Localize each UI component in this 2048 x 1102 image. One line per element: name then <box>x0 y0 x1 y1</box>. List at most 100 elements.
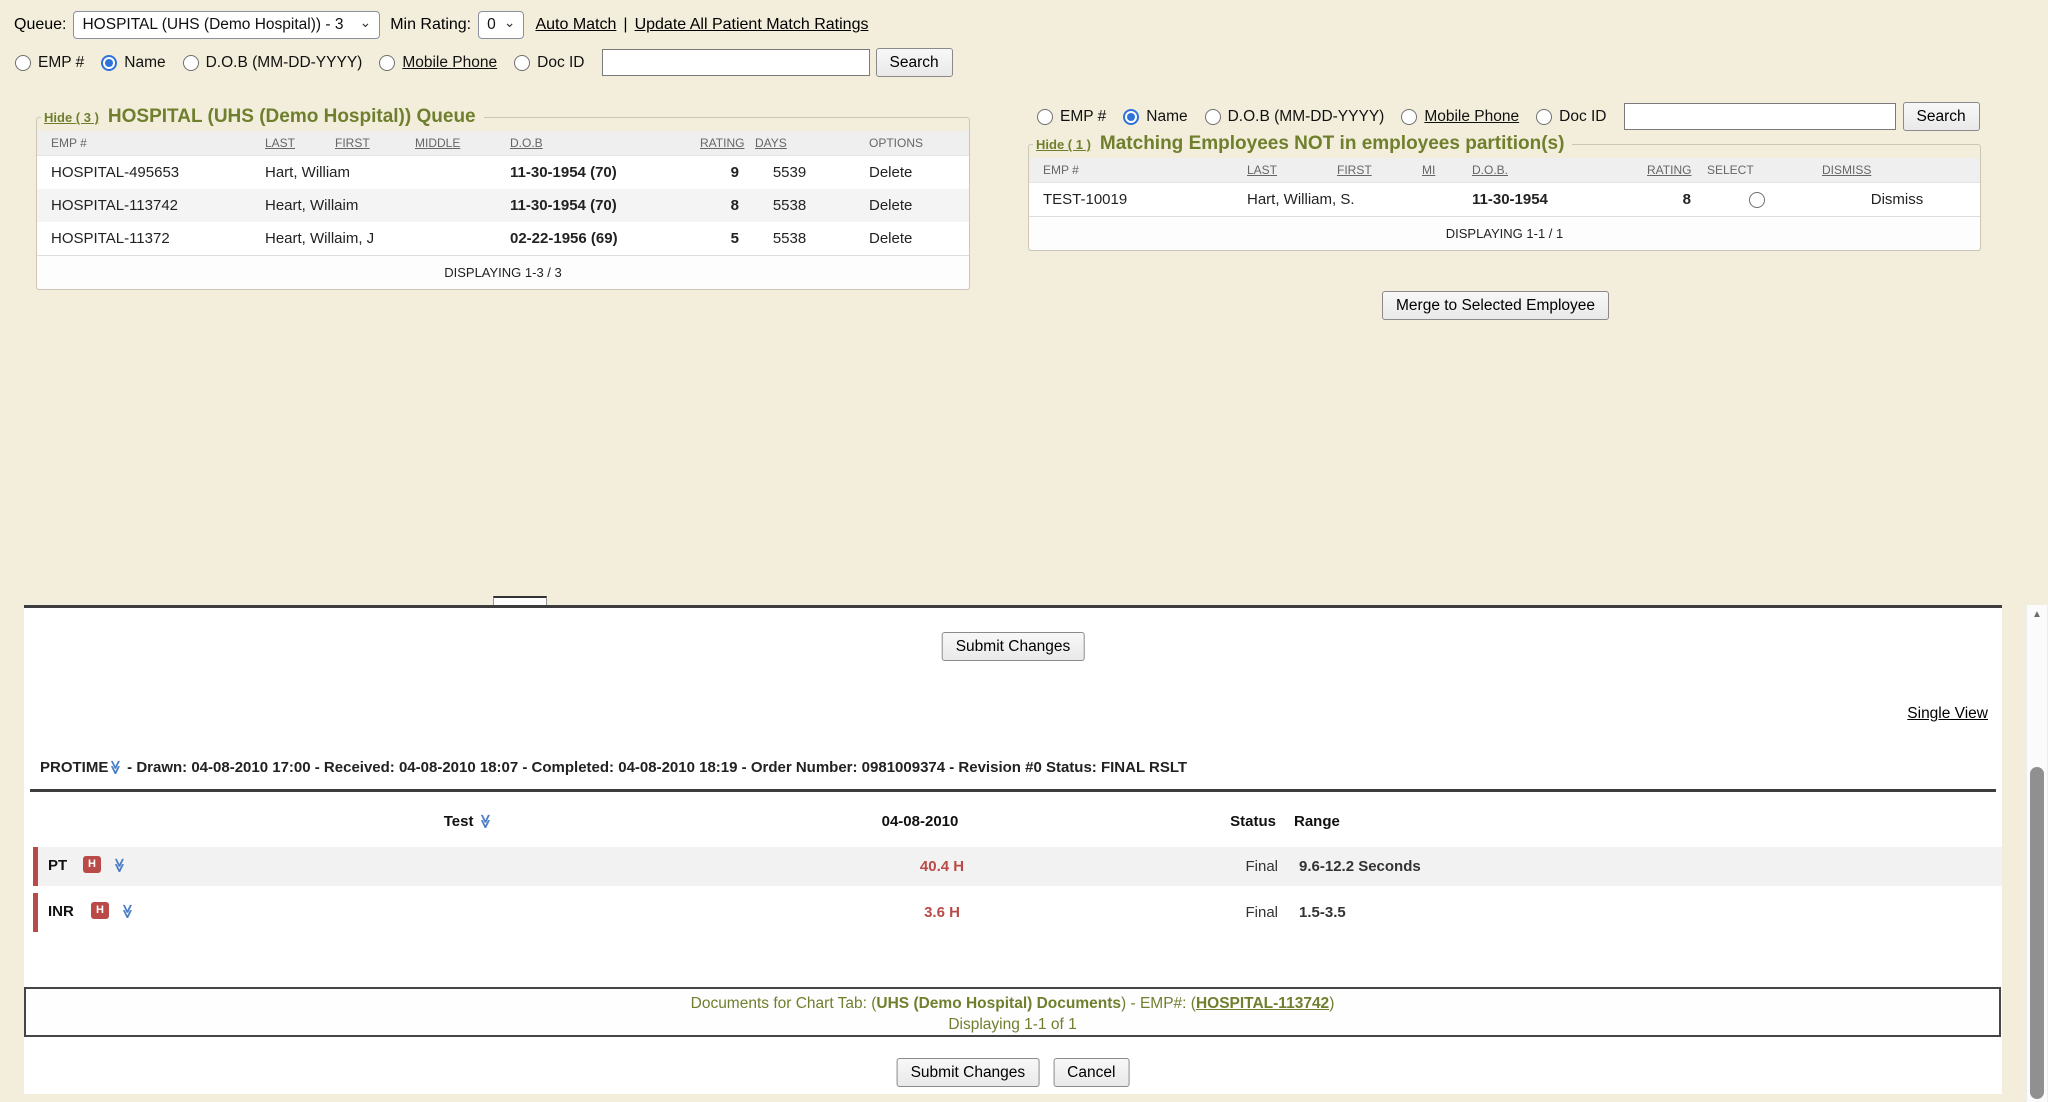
col-mi-sort[interactable]: MI <box>1422 163 1436 177</box>
radio-dob[interactable] <box>1204 108 1221 125</box>
select-employee-radio[interactable] <box>1748 192 1765 209</box>
col-days-sort[interactable]: DAYS <box>755 136 787 150</box>
lab-col-status: Status <box>1230 813 1276 830</box>
lab-col-range: Range <box>1294 813 1340 830</box>
submit-changes-mid-button[interactable]: Submit Changes <box>941 632 1085 661</box>
min-rating-select[interactable]: 0 ⌄ <box>478 11 525 39</box>
col-rating: RATING <box>1639 158 1699 183</box>
right-search-bar: EMP # Name D.O.B (MM-DD-YYYY) Mobile Pho… <box>1037 102 1980 131</box>
col-dob-sort[interactable]: D.O.B. <box>1472 163 1509 177</box>
left-search-option-dob: D.O.B (MM-DD-YYYY) <box>182 53 363 72</box>
radio-docid-label: Doc ID <box>1559 107 1607 125</box>
left-search-input[interactable] <box>601 49 870 76</box>
left-search-option-emp: EMP # <box>15 54 84 72</box>
col-dob: D.O.B. <box>1464 158 1639 183</box>
queue-row-options: Delete <box>832 155 969 189</box>
queue-table-header: EMP # LAST FIRST MIDDLE D.O.B RATING DAY… <box>37 131 969 156</box>
right-search-button[interactable]: Search <box>1902 102 1980 131</box>
radio-emp[interactable] <box>15 54 31 71</box>
lab-result-status: Final <box>1245 858 1278 875</box>
col-dob-sort[interactable]: D.O.B <box>510 136 543 150</box>
documents-paging: Displaying 1-1 of 1 <box>948 1016 1077 1033</box>
dismiss-link[interactable]: Dismiss <box>1870 191 1924 209</box>
right-search-option-name: Name <box>1123 107 1188 126</box>
match-panel-title: Matching Employees NOT in employees part… <box>1099 133 1565 154</box>
match-hide-link[interactable]: Hide ( 1 ) <box>1036 137 1091 152</box>
col-last-sort[interactable]: LAST <box>265 136 296 150</box>
single-view-link[interactable]: Single View <box>1907 705 1988 722</box>
left-search-button[interactable]: Search <box>875 48 953 77</box>
expand-chevron-icon[interactable]: ≫ <box>108 760 125 775</box>
right-search-input[interactable] <box>1623 103 1896 130</box>
col-middle-sort[interactable]: MIDDLE <box>415 136 461 150</box>
documents-mid: ) - EMP#: ( <box>1121 995 1196 1012</box>
sort-chevron-icon[interactable]: ≫ <box>477 814 494 829</box>
col-emp: EMP # <box>1029 158 1239 183</box>
radio-name-label: Name <box>124 53 166 71</box>
order-details: - Drawn: 04-08-2010 17:00 - Received: 04… <box>127 759 1188 776</box>
expand-row-chevron-icon[interactable]: ≫ <box>111 858 128 873</box>
col-middle: MIDDLE <box>407 131 502 156</box>
queue-row-dob: 02-22-1956 (69) <box>502 222 692 255</box>
merge-button[interactable]: Merge to Selected Employee <box>1382 291 1610 320</box>
results-panel: Submit Changes Single View PROTIME≫ - Dr… <box>24 605 2002 1094</box>
expand-row-chevron-icon[interactable]: ≫ <box>119 904 136 919</box>
right-search-option-docid: Doc ID <box>1536 107 1607 126</box>
lab-row-inr: INR H ≫ 3.6 H Final 1.5-3.5 <box>33 893 2002 932</box>
col-days: DAYS <box>747 131 832 156</box>
radio-emp[interactable] <box>1037 108 1053 125</box>
queue-row: HOSPITAL-495653 Hart, William 11-30-1954… <box>37 155 969 189</box>
col-dismiss: DISMISS <box>1814 158 1980 183</box>
submit-changes-button[interactable]: Submit Changes <box>896 1058 1040 1087</box>
radio-dob-label: D.O.B (MM-DD-YYYY) <box>1227 107 1385 125</box>
update-all-ratings-link[interactable]: Update All Patient Match Ratings <box>634 16 869 33</box>
col-last-sort[interactable]: LAST <box>1247 163 1278 177</box>
col-dismiss-sort[interactable]: DISMISS <box>1822 163 1872 177</box>
cancel-button[interactable]: Cancel <box>1053 1058 1130 1087</box>
radio-mobile[interactable] <box>1401 108 1418 125</box>
queue-row-emp: HOSPITAL-113742 <box>37 189 257 222</box>
radio-mobile-label: Mobile Phone <box>402 53 498 71</box>
col-rating-sort[interactable]: RATING <box>1647 163 1692 177</box>
scroll-up-arrow[interactable]: ▲ <box>2032 609 2042 620</box>
right-search-option-mobile: Mobile Phone <box>1401 108 1519 126</box>
col-rating-sort[interactable]: RATING <box>700 136 745 150</box>
delete-link[interactable]: Delete <box>869 164 913 181</box>
queue-row-rating: 5 <box>692 222 747 255</box>
auto-match-link[interactable]: Auto Match <box>535 16 617 33</box>
lab-result-range: 1.5-3.5 <box>1299 904 1346 921</box>
queue-panel: Hide ( 3 ) HOSPITAL (UHS (Demo Hospital)… <box>36 106 970 290</box>
radio-mobile[interactable] <box>379 54 396 71</box>
vertical-scrollbar[interactable]: ▲ <box>2026 605 2047 1102</box>
radio-dob[interactable] <box>182 54 199 71</box>
radio-docid[interactable] <box>514 54 531 71</box>
queue-hide-link[interactable]: Hide ( 3 ) <box>44 110 99 125</box>
lab-col-test-label: Test <box>443 813 474 830</box>
queue-select[interactable]: HOSPITAL (UHS (Demo Hospital)) - 3 ⌄ <box>73 11 381 39</box>
queue-row-name: Hart, William <box>257 155 502 189</box>
lab-result-value: 40.4 H <box>919 858 965 875</box>
lab-result-status: Final <box>1245 904 1278 921</box>
delete-link[interactable]: Delete <box>869 197 913 214</box>
lab-test-name: PT <box>48 857 68 874</box>
col-first: FIRST <box>327 131 407 156</box>
col-first-sort[interactable]: FIRST <box>1337 163 1372 177</box>
col-first-sort[interactable]: FIRST <box>335 136 370 150</box>
col-select: SELECT <box>1699 158 1814 183</box>
radio-docid[interactable] <box>1536 108 1553 125</box>
queue-table: EMP # LAST FIRST MIDDLE D.O.B RATING DAY… <box>37 131 969 255</box>
scrollbar-thumb[interactable] <box>2030 767 2044 1099</box>
radio-name[interactable] <box>101 54 118 71</box>
lab-test-name: INR <box>48 903 74 920</box>
documents-emp-link[interactable]: HOSPITAL-113742 <box>1195 995 1330 1012</box>
queue-row-dob: 11-30-1954 (70) <box>502 155 692 189</box>
queue-label: Queue: <box>14 16 67 33</box>
radio-name-label: Name <box>1146 107 1188 125</box>
radio-dob-label: D.O.B (MM-DD-YYYY) <box>205 53 363 71</box>
match-row-rating: 8 <box>1639 182 1699 217</box>
match-row-select <box>1699 182 1814 217</box>
radio-name[interactable] <box>1123 108 1140 125</box>
delete-link[interactable]: Delete <box>869 230 913 247</box>
col-last: LAST <box>257 131 327 156</box>
link-separator: | <box>623 16 628 33</box>
